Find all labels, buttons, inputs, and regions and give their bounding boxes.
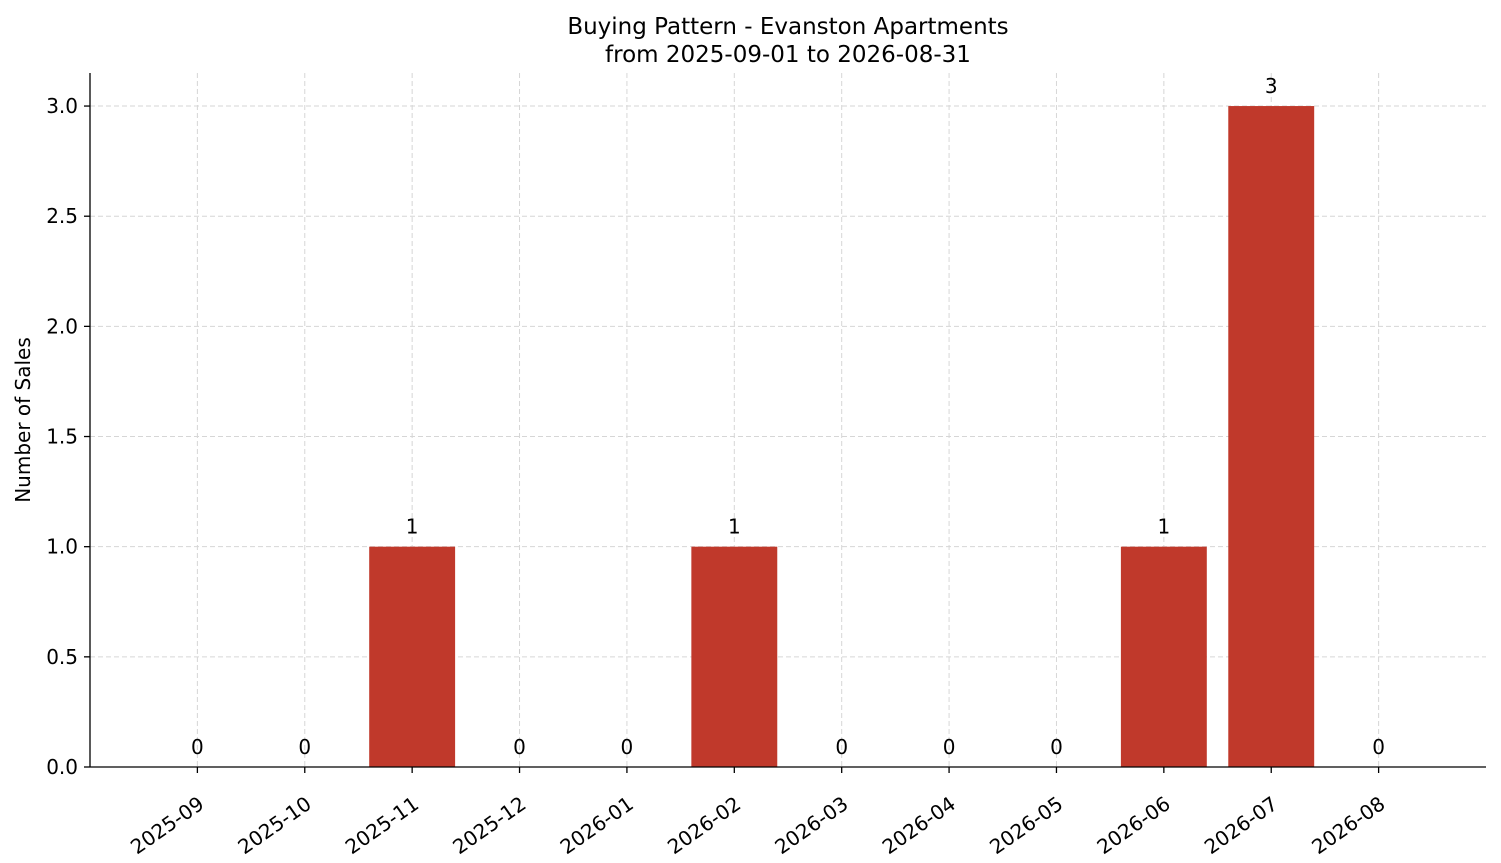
data-label: 1 bbox=[728, 515, 741, 539]
y-tick-label: 0.0 bbox=[46, 755, 78, 779]
data-label: 3 bbox=[1265, 74, 1278, 98]
bar bbox=[691, 546, 778, 767]
x-tick-label: 2025-11 bbox=[341, 791, 423, 859]
data-label: 0 bbox=[513, 735, 526, 759]
x-tick-label: 2025-12 bbox=[448, 791, 530, 859]
marks: 0 0 1 0 0 1 0 0 0 1 3 0 bbox=[191, 74, 1385, 768]
x-tick-label: 2026-08 bbox=[1307, 791, 1389, 859]
chart-title: Buying Pattern - Evanston Apartments bbox=[567, 14, 1008, 40]
chart-subtitle: from 2025-09-01 to 2026-08-31 bbox=[605, 42, 971, 68]
y-tick-label: 0.5 bbox=[46, 645, 78, 669]
x-tick-label: 2025-10 bbox=[233, 791, 315, 859]
x-tick-label: 2026-04 bbox=[878, 791, 960, 859]
x-tick-label: 2025-09 bbox=[126, 791, 208, 859]
y-tick-label: 1.0 bbox=[46, 535, 78, 559]
data-label: 0 bbox=[298, 735, 311, 759]
y-tick-label: 2.5 bbox=[46, 204, 78, 228]
data-label: 0 bbox=[1050, 735, 1063, 759]
y-axis-label: Number of Sales bbox=[11, 337, 35, 503]
data-label: 1 bbox=[1157, 515, 1170, 539]
x-tick-label: 2026-05 bbox=[985, 791, 1067, 859]
data-label: 0 bbox=[1372, 735, 1385, 759]
x-tick-label: 2026-01 bbox=[556, 791, 638, 859]
data-label: 1 bbox=[406, 515, 419, 539]
data-label: 0 bbox=[943, 735, 956, 759]
y-tick-label: 2.0 bbox=[46, 314, 78, 338]
data-label: 0 bbox=[191, 735, 204, 759]
y-tick-label: 3.0 bbox=[46, 94, 78, 118]
x-tick-label: 2026-07 bbox=[1200, 791, 1282, 859]
data-label: 0 bbox=[621, 735, 634, 759]
x-tick-label: 2026-02 bbox=[663, 791, 745, 859]
y-tick-label: 1.5 bbox=[46, 425, 78, 449]
bar bbox=[1120, 546, 1207, 767]
x-tick-label: 2026-03 bbox=[770, 791, 852, 859]
bar bbox=[1228, 106, 1315, 768]
bar bbox=[369, 546, 456, 767]
x-tick-label: 2026-06 bbox=[1092, 791, 1174, 859]
data-label: 0 bbox=[835, 735, 848, 759]
